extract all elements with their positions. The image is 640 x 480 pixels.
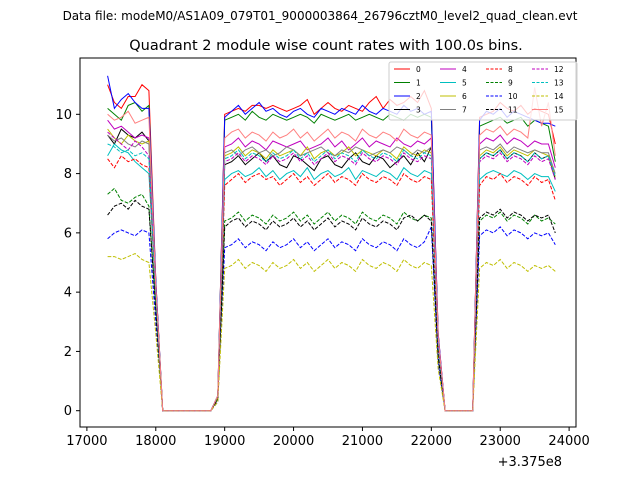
series-line-1 [107,101,556,412]
y-tick-label: 4 [64,286,72,301]
series-line-15 [107,87,556,412]
legend-label-6: 6 [462,92,467,101]
y-axis-ticks: 0 2 4 6 8 10 [55,108,80,419]
suptitle: Data file: modeM0/AS1A09_079T01_90000038… [63,9,578,23]
series-line-12 [107,131,556,412]
legend-box [388,61,578,121]
series-line-7 [107,134,556,412]
y-tick-label: 6 [64,226,72,241]
legend-label-12: 12 [554,65,564,74]
x-axis-offset-label: +3.375e8 [498,455,562,470]
y-tick-label: 8 [64,167,72,182]
chart-title: Quadrant 2 module wise count rates with … [129,38,523,54]
x-tick-label: 17000 [66,434,107,449]
legend-label-3: 3 [416,106,421,115]
legend-label-1: 1 [416,79,421,88]
y-tick-label: 2 [64,345,72,360]
axes-frame [79,57,577,428]
series-line-4 [107,119,556,412]
x-tick-label: 23000 [480,434,521,449]
x-tick-label: 24000 [548,434,589,449]
x-tick-label: 21000 [342,434,383,449]
y-tick-label: 0 [64,404,72,419]
x-tick-label: 19000 [204,434,245,449]
legend-label-5: 5 [462,79,467,88]
x-axis-ticks: 17000 18000 19000 20000 21000 22000 23000 24000 [66,427,590,449]
legend-label-8: 8 [508,65,513,74]
legend-label-14: 14 [554,92,564,101]
legend-label-0: 0 [416,65,421,74]
x-tick-label: 18000 [135,434,176,449]
legend-label-7: 7 [462,106,467,115]
y-tick-label: 10 [55,108,72,123]
series-line-3 [107,128,556,412]
legend-label-13: 13 [554,79,564,88]
series-line-6 [107,128,556,412]
plot-lines [107,75,556,412]
legend-label-10: 10 [508,92,518,101]
legend-label-2: 2 [416,92,421,101]
series-line-5 [107,143,556,412]
legend-label-4: 4 [462,65,467,74]
legend-label-15: 15 [554,106,564,115]
legend-label-9: 9 [508,79,513,88]
series-line-10 [107,226,556,412]
series-line-11 [107,199,556,412]
x-tick-label: 20000 [273,434,314,449]
series-line-13 [107,143,556,412]
x-tick-label: 22000 [411,434,452,449]
series-line-8 [107,155,556,412]
legend-label-11: 11 [508,106,518,115]
series-line-14 [107,253,556,412]
